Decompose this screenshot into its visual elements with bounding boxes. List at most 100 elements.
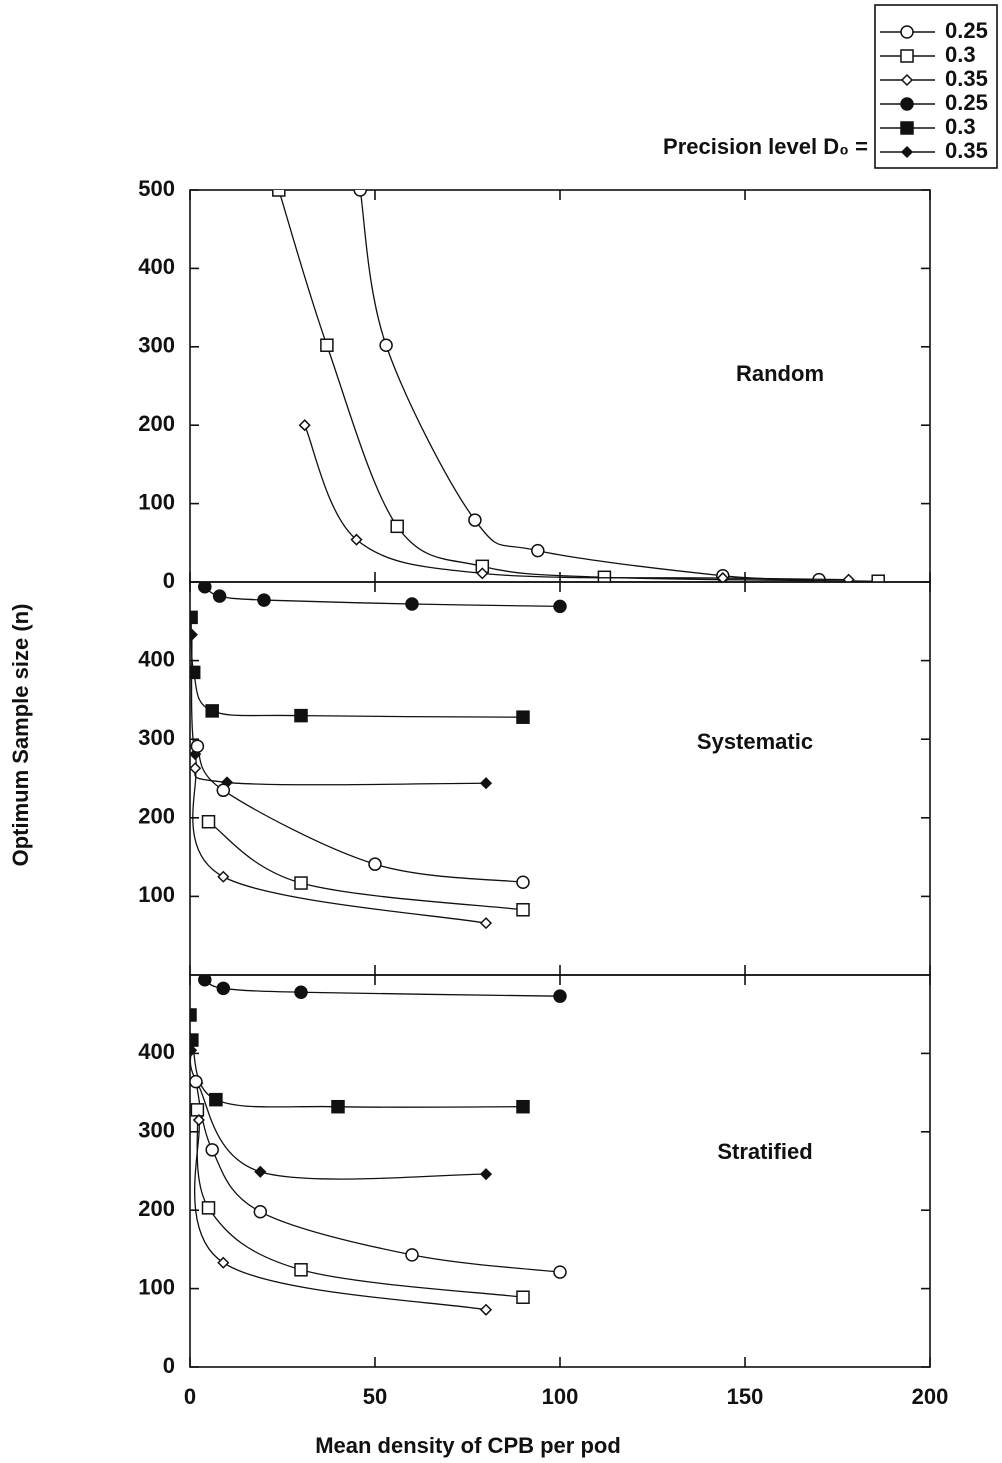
legend-title: Precision level D₀ = xyxy=(663,134,868,159)
y-tick-label: 0 xyxy=(163,1353,175,1378)
y-tick-label: 100 xyxy=(138,1274,175,1299)
x-tick-label: 200 xyxy=(912,1384,949,1409)
y-tick-label: 400 xyxy=(138,646,175,671)
marker xyxy=(190,1103,205,1117)
marker xyxy=(842,573,855,582)
series-line xyxy=(204,586,561,608)
legend-label: 0.25 xyxy=(945,90,988,115)
marker xyxy=(320,338,334,352)
marker xyxy=(716,572,729,582)
marker xyxy=(379,338,393,352)
marker xyxy=(516,710,530,724)
marker xyxy=(468,513,482,527)
marker xyxy=(216,783,231,798)
marker xyxy=(479,777,493,790)
x-tick-label: 0 xyxy=(184,1384,196,1409)
marker xyxy=(294,876,308,890)
legend-label: 0.3 xyxy=(945,42,976,67)
series-line xyxy=(195,1081,561,1273)
marker xyxy=(516,875,530,890)
marker xyxy=(190,1008,197,1022)
marker xyxy=(253,1205,268,1219)
marker xyxy=(353,190,367,197)
y-tick-label: 400 xyxy=(138,254,175,279)
marker xyxy=(201,1201,216,1215)
marker xyxy=(201,814,216,829)
x-axis-label: Mean density of CPB per pod xyxy=(315,1433,621,1458)
series-line xyxy=(192,768,487,924)
marker xyxy=(479,1303,493,1316)
series-line xyxy=(190,1050,487,1180)
legend-marker xyxy=(900,73,914,87)
marker xyxy=(212,589,227,603)
legend-label: 0.3 xyxy=(945,114,976,139)
marker xyxy=(298,419,311,432)
panel-title: Random xyxy=(736,361,824,386)
marker xyxy=(190,1033,199,1047)
marker xyxy=(368,857,382,871)
marker xyxy=(198,975,212,987)
marker xyxy=(553,599,567,614)
marker xyxy=(217,1256,230,1269)
series-line xyxy=(196,745,524,883)
marker xyxy=(350,533,363,546)
marker xyxy=(254,1165,267,1178)
marker xyxy=(405,597,419,611)
marker xyxy=(216,981,231,996)
legend-marker xyxy=(900,145,914,159)
marker xyxy=(192,1113,205,1127)
plot-area xyxy=(190,582,567,930)
plot-area xyxy=(272,190,885,582)
panel-title: Stratified xyxy=(717,1139,812,1164)
marker xyxy=(205,704,219,718)
marker xyxy=(205,1143,219,1157)
series-line xyxy=(304,424,849,581)
marker xyxy=(294,1263,308,1277)
y-tick-label: 200 xyxy=(138,411,175,436)
legend-marker xyxy=(900,97,914,111)
y-tick-label: 200 xyxy=(138,804,175,829)
y-tick-label: 500 xyxy=(138,176,175,201)
x-tick-label: 50 xyxy=(363,1384,387,1409)
plot-area xyxy=(190,975,567,1316)
series-line xyxy=(190,617,524,718)
marker xyxy=(190,610,198,625)
marker xyxy=(516,1099,530,1114)
marker xyxy=(257,593,271,607)
marker xyxy=(553,1265,567,1279)
marker xyxy=(190,739,205,754)
y-axis-label: Optimum Sample size (n) xyxy=(8,604,33,867)
y-tick-label: 300 xyxy=(138,333,175,358)
marker xyxy=(190,1074,203,1089)
marker xyxy=(190,762,202,775)
y-tick-label: 0 xyxy=(163,568,175,593)
series-line xyxy=(194,1119,487,1311)
marker xyxy=(405,1248,419,1262)
series-line xyxy=(204,979,561,997)
plot-frame xyxy=(189,974,931,1368)
y-tick-label: 300 xyxy=(138,1118,175,1143)
y-tick-label: 400 xyxy=(138,1039,175,1064)
series-line xyxy=(278,190,879,582)
marker xyxy=(476,567,489,580)
marker xyxy=(531,543,545,558)
series-line xyxy=(190,634,487,786)
y-tick-label: 100 xyxy=(138,489,175,514)
marker xyxy=(190,1044,198,1057)
marker xyxy=(479,1168,493,1181)
y-tick-label: 200 xyxy=(138,1196,175,1221)
legend-label: 0.25 xyxy=(945,18,988,43)
legend-label: 0.35 xyxy=(945,138,988,163)
marker xyxy=(209,1092,223,1107)
marker xyxy=(217,870,230,883)
marker xyxy=(516,1290,530,1304)
y-tick-label: 300 xyxy=(138,725,175,750)
plot-frame xyxy=(189,581,931,976)
marker xyxy=(190,665,201,680)
series-line xyxy=(208,821,524,911)
series-line xyxy=(196,1109,524,1298)
marker xyxy=(553,989,567,1003)
x-tick-label: 100 xyxy=(542,1384,579,1409)
marker xyxy=(479,917,493,930)
